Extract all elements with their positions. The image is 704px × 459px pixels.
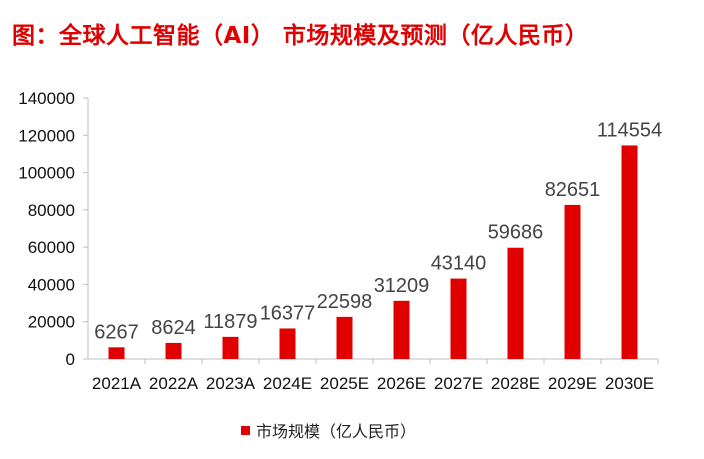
bar-2028E [507,247,524,359]
legend-swatch [241,426,250,435]
data-label: 31209 [374,275,430,297]
x-tick-label: 2023A [206,374,256,393]
data-label: 22598 [317,291,373,313]
data-label: 6267 [94,321,139,343]
data-label: 114554 [597,119,662,141]
bar-2027E [450,278,467,359]
x-tick-label: 2030E [605,374,654,393]
data-label: 11879 [203,311,257,333]
legend-label: 市场规模（亿人民币） [256,422,416,441]
y-tick-label: 20000 [28,313,75,332]
bar-2024E [279,328,296,359]
x-tick-label: 2025E [320,374,369,393]
bar-2021A [108,347,125,359]
data-label: 43140 [431,253,487,275]
bar-2023A [222,336,239,359]
y-tick-label: 120000 [18,126,75,145]
y-tick-label: 140000 [18,89,75,108]
x-tick-label: 2021A [92,374,142,393]
x-axis: 2021A 2022A 2023A 2024E 2025E 2026E 2027E 2028E… [88,358,659,393]
data-labels: 6267 8624 11879 163772259831209431405968682… [94,119,662,343]
bar-2025E [336,316,353,359]
x-tick-label: 2027E [434,374,483,393]
x-tick-label: 2029E [548,374,597,393]
x-tick-label: 2024E [263,374,312,393]
bars [108,145,638,359]
x-tick-label: 2022A [149,374,199,393]
y-tick-label: 80000 [28,201,75,220]
legend: 市场规模（亿人民币） [241,422,416,441]
bar-2026E [393,300,410,359]
y-tick-label: 0 [66,350,75,369]
y-tick-label: 100000 [18,164,75,183]
bar-2022A [165,342,182,359]
data-label: 82651 [545,179,601,201]
data-label: 16377 [260,302,316,324]
y-tick-label: 60000 [28,238,75,257]
x-tick-label: 2026E [377,374,426,393]
data-label: 59686 [488,222,544,244]
y-axis: 0 20000 40000 60000 80000 100000 120000 140000 [18,89,89,369]
bar-2030E [621,145,638,359]
data-label: 8624 [151,317,196,339]
bar-2029E [564,204,581,359]
x-tick-label: 2028E [491,374,540,393]
chart-title: 图：全球人工智能（AI） 市场规模及预测（亿人民币） [12,23,589,49]
y-tick-label: 40000 [28,275,75,294]
